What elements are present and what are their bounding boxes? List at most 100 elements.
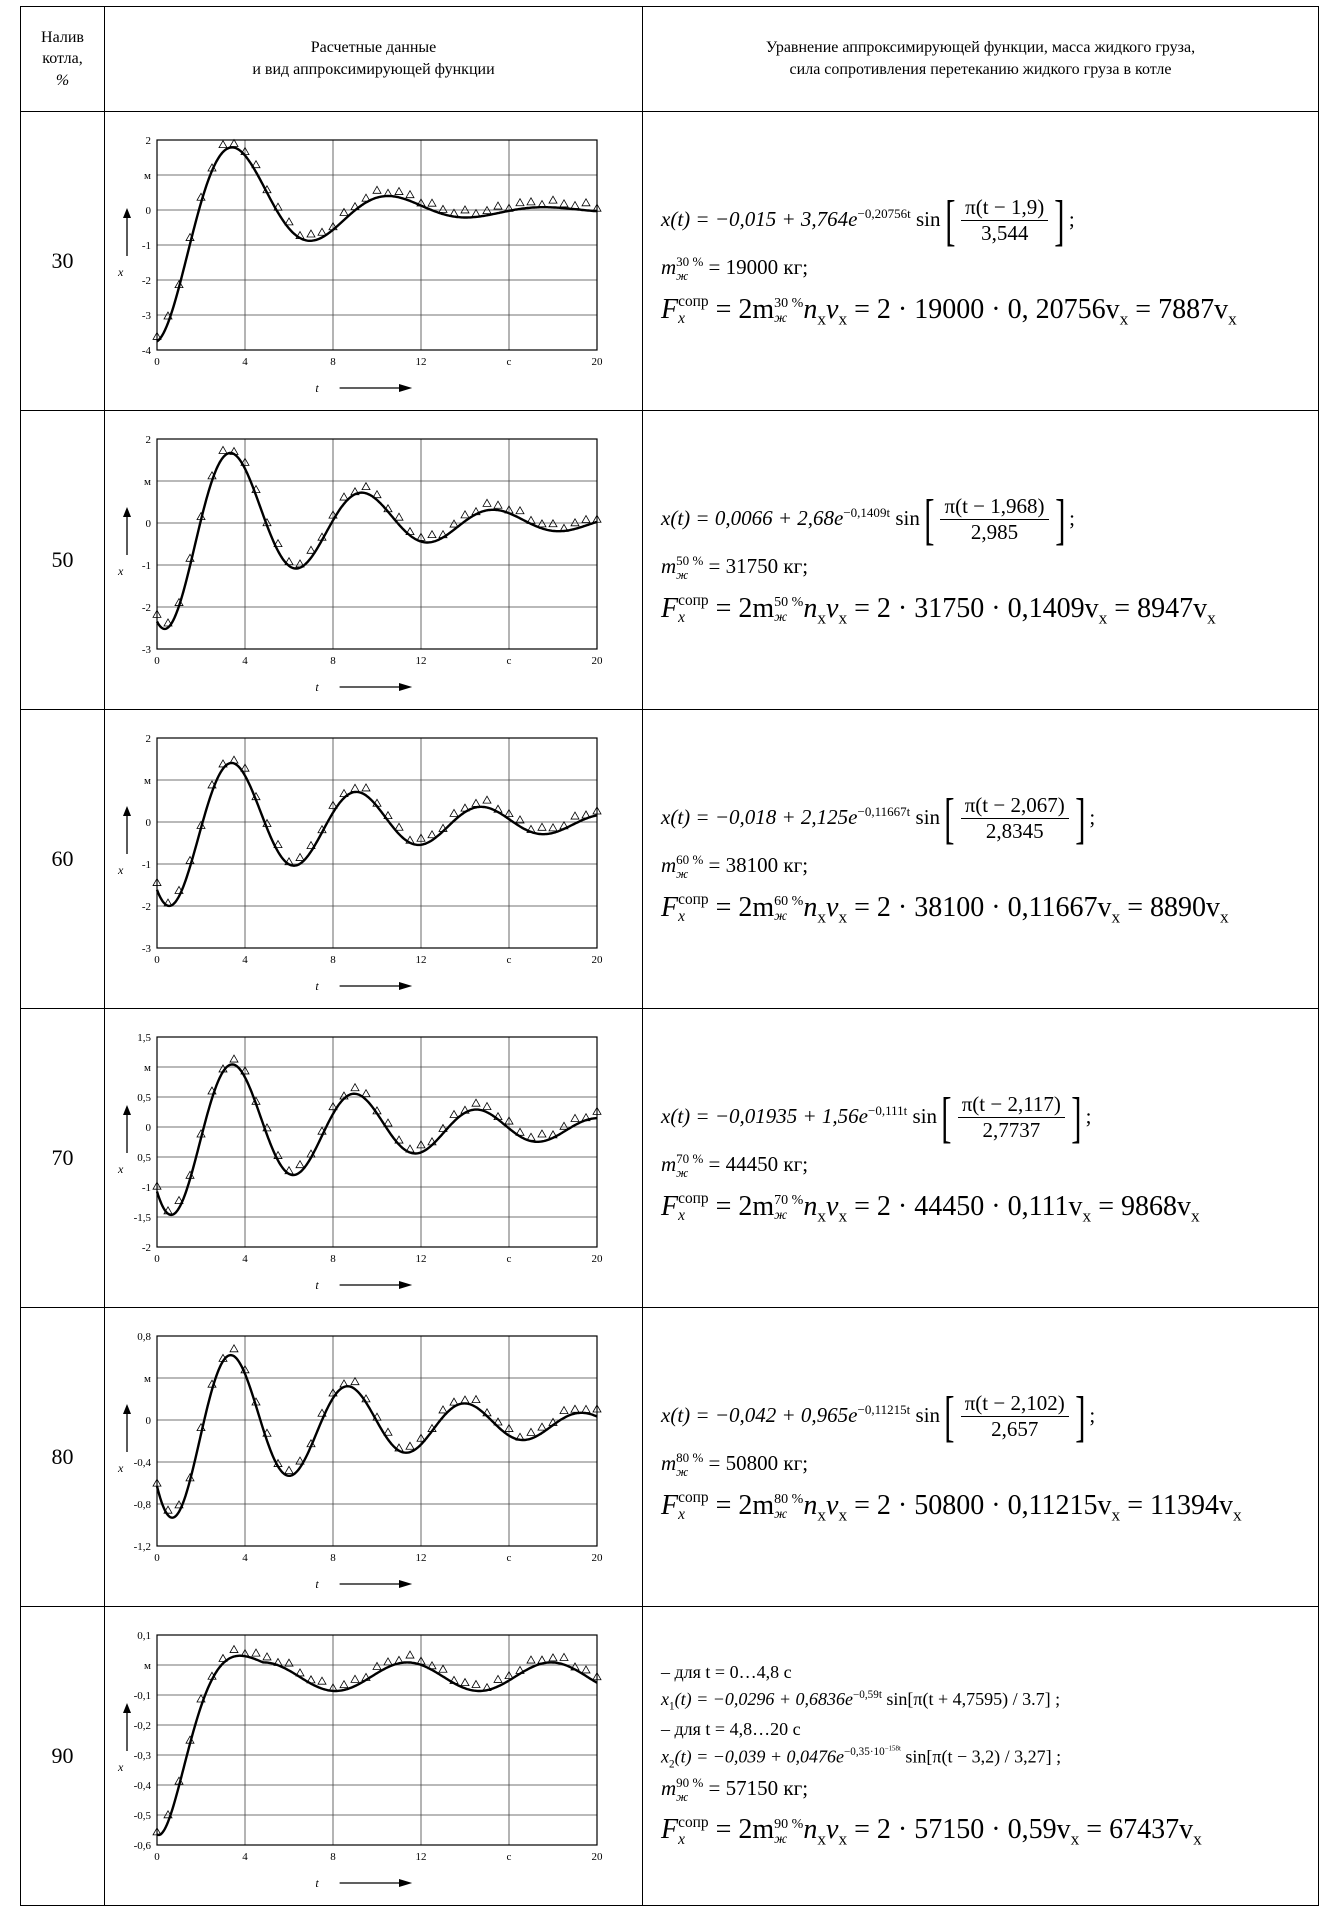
y-tick-label: 0 xyxy=(146,205,152,217)
bracket-open: [ xyxy=(944,1385,955,1448)
data-point xyxy=(548,1653,558,1662)
data-point xyxy=(504,505,514,514)
fraction-denominator: 2,985 xyxy=(970,520,1019,545)
fill-percent: 50 xyxy=(20,410,105,710)
data-point xyxy=(449,519,459,528)
fraction: π(t − 1,9) 3,544 xyxy=(961,195,1049,246)
y-tick-label: -2 xyxy=(142,602,151,614)
data-point xyxy=(262,1652,272,1661)
y-tick-label: -1 xyxy=(142,859,151,871)
data-point xyxy=(548,823,558,832)
x-tick-label: 8 xyxy=(330,1851,336,1863)
data-point xyxy=(273,1458,283,1467)
y-tick-label: -3 xyxy=(142,943,152,955)
data-point xyxy=(493,500,503,509)
x-tick-label: 20 xyxy=(592,1253,604,1265)
x-unit-label: с xyxy=(507,1552,512,1564)
arrow-head-icon xyxy=(399,683,413,691)
data-point xyxy=(163,311,173,320)
x-axis-label: t xyxy=(315,1876,319,1890)
header-row: Налив котла, % Расчетные данные и вид ап… xyxy=(20,6,1319,112)
subscript: x xyxy=(678,310,685,328)
fill-value: 90 xyxy=(51,1743,74,1768)
data-point xyxy=(493,1111,503,1121)
superscript: −0,35·10−158t xyxy=(844,1745,901,1759)
force-v: v xyxy=(826,1814,839,1846)
y-tick-label: -3 xyxy=(142,644,152,656)
force-result: = 2 · 19000 · 0, 20756v xyxy=(847,293,1120,325)
data-point xyxy=(394,1135,404,1144)
data-point xyxy=(350,783,360,792)
fill-percent: 90 xyxy=(20,1606,105,1906)
fraction-numerator: π(t − 1,968) xyxy=(940,494,1049,521)
data-point xyxy=(449,208,459,217)
fraction: π(t − 1,968) 2,985 xyxy=(940,494,1049,545)
superscript: сопр xyxy=(678,293,709,311)
force-final: = 67437v xyxy=(1079,1814,1194,1846)
fraction-denominator: 2,657 xyxy=(991,1417,1039,1442)
data-point xyxy=(537,519,547,528)
data-point xyxy=(218,1064,228,1073)
subscript: x xyxy=(1119,309,1129,329)
y-tick-label: -0,3 xyxy=(134,1750,152,1762)
y-tick-label: 0 xyxy=(146,1415,152,1427)
data-point xyxy=(251,159,261,169)
superscript: сопр xyxy=(678,891,709,909)
x-tick-label: 8 xyxy=(330,1253,336,1265)
data-point xyxy=(185,855,195,864)
data-point xyxy=(361,1088,371,1098)
data-point xyxy=(339,1679,349,1689)
force-symbol: F xyxy=(661,1814,679,1846)
x-tick-label: 0 xyxy=(154,356,160,368)
fit-equation: x(t) = 0,0066 + 2,68e−0,1409t sin[π(t − … xyxy=(661,492,1318,548)
table-row: 30 2 0 -1 -2 -3 -4 м x 0 4 8 12 20 с t x(t) = −0,015 +… xyxy=(20,111,1319,411)
data-point xyxy=(284,217,294,226)
data-point xyxy=(273,538,283,548)
data-point xyxy=(471,1098,481,1107)
x-axis-label: t xyxy=(315,979,319,993)
data-point xyxy=(383,1657,393,1666)
y-tick-label: 0,5 xyxy=(137,1152,151,1164)
y-tick-label: 0 xyxy=(146,518,152,530)
arrow-head-icon xyxy=(399,1281,413,1289)
force-indices: сопр x xyxy=(678,891,709,926)
data-point xyxy=(328,510,338,519)
arrow-head-icon xyxy=(123,806,131,816)
data-point xyxy=(581,197,591,207)
chart-90: 0,1 -0,1 -0,2 -0,3 -0,4 -0,5 -0,6 м x 0 4 8 12 20 с t xyxy=(117,1630,603,1890)
equation-lhs: x(t) = 0,0066 + 2,68e xyxy=(661,505,844,530)
subscript: x xyxy=(1098,608,1108,628)
superscript: сопр xyxy=(678,1489,709,1507)
data-point xyxy=(262,517,272,527)
subscript: x xyxy=(1228,309,1237,329)
sin-word: sin xyxy=(890,505,920,530)
data-point xyxy=(482,498,492,507)
data-point xyxy=(185,553,195,562)
table-row: 70 1,5 0,5 0 0,5 -1 -1,5 -2 м x 0 4 8 12 20 с t x(t) = … xyxy=(20,1008,1319,1308)
data-point xyxy=(240,1365,250,1374)
data-point xyxy=(581,1112,591,1122)
data-point xyxy=(328,221,338,231)
subscript: x xyxy=(1191,1206,1200,1226)
mass-indices: 70 % ж xyxy=(774,1193,803,1224)
y-tick-label: -2 xyxy=(142,1242,151,1254)
plot-frame xyxy=(156,737,598,949)
data-point xyxy=(559,523,569,532)
data-point xyxy=(372,1661,382,1670)
header-fill-line: % xyxy=(55,71,70,89)
mass-indices: 70 % ж xyxy=(676,1151,703,1181)
fill-percent: 70 xyxy=(20,1008,105,1308)
data-point xyxy=(493,1417,503,1426)
data-point xyxy=(339,1091,349,1100)
force-v: v xyxy=(826,293,839,325)
data-point xyxy=(405,526,415,536)
fit-curve xyxy=(156,1654,598,1837)
equation-cell: x(t) = −0,042 + 0,965e−0,11215t sin[π(t … xyxy=(642,1307,1319,1607)
data-point xyxy=(438,1405,448,1414)
arrow-head-icon xyxy=(123,1404,131,1414)
fit-equation: x(t) = −0,018 + 2,125e−0,11667t sin[π(t … xyxy=(661,791,1318,847)
